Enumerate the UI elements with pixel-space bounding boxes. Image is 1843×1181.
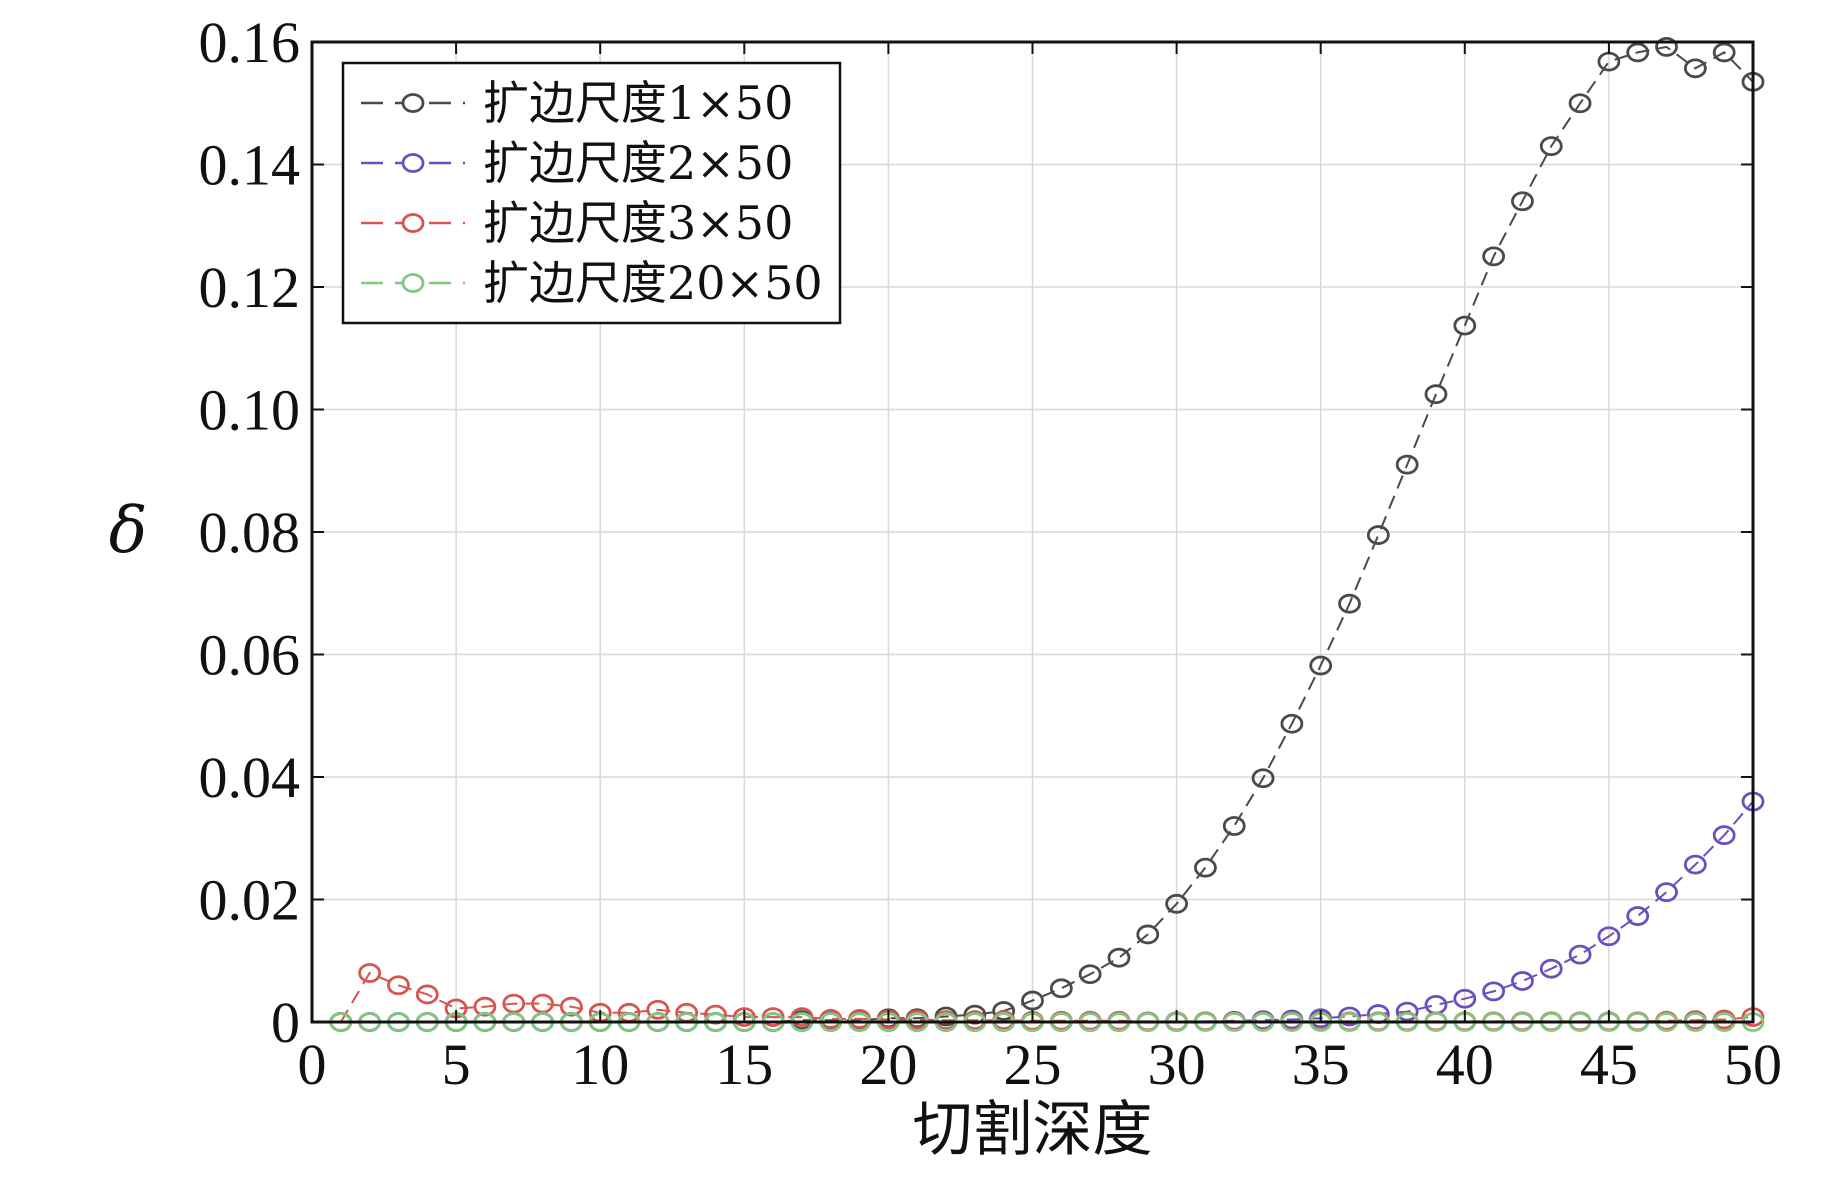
data-point: [1453, 315, 1477, 336]
data-point: [1539, 136, 1563, 157]
data-point: [1222, 816, 1246, 836]
legend-marker: [401, 153, 425, 173]
y-tick-label: 0.12: [199, 255, 301, 320]
data-point: [1395, 1001, 1419, 1022]
y-tick-label: 0: [271, 990, 300, 1055]
data-point: [1683, 854, 1707, 875]
data-point: [1539, 958, 1563, 979]
data-point: [1366, 525, 1390, 545]
legend-marker: [401, 273, 425, 293]
data-point: [1482, 981, 1506, 1002]
x-tick-label: 20: [859, 1032, 917, 1097]
data-point: [790, 1007, 814, 1027]
data-point: [1424, 384, 1448, 405]
x-axis-title: 切割深度: [913, 1095, 1153, 1165]
grid-layer: [312, 42, 1753, 1022]
data-point: [1568, 944, 1592, 965]
legend-label: 扩边尺度20×50: [483, 256, 823, 310]
x-tick-label: 25: [1004, 1032, 1062, 1097]
data-point: [1021, 990, 1044, 1011]
data-point: [1424, 994, 1448, 1015]
legend: 扩边尺度1×50 扩边尺度2×50 扩边尺度3×50 扩边尺度20×50: [341, 61, 842, 325]
data-point: [415, 984, 439, 1005]
x-tick-label: 5: [442, 1032, 471, 1097]
data-point: [1655, 882, 1678, 903]
data-point: [1338, 1006, 1361, 1027]
x-tick-label: 10: [571, 1032, 629, 1097]
data-point: [1165, 893, 1188, 914]
data-point: [1683, 58, 1707, 79]
x-tick-label: 45: [1580, 1032, 1638, 1097]
legend-entry-2: 扩边尺度2×50: [361, 136, 793, 190]
data-point: [1453, 988, 1477, 1009]
data-point: [1194, 857, 1217, 878]
data-point: [358, 963, 382, 983]
y-tick-label: 0.10: [199, 378, 301, 443]
series-line: [339, 971, 1754, 1023]
x-tick-label: 50: [1724, 1032, 1782, 1097]
data-point: [1078, 964, 1102, 985]
data-point: [761, 1007, 785, 1027]
data-point: [387, 975, 410, 996]
y-tick-label: 0.14: [199, 133, 301, 198]
legend-entry-3: 扩边尺度3×50: [361, 196, 793, 250]
data-point: [1251, 768, 1275, 789]
x-tick-label: 35: [1292, 1032, 1350, 1097]
x-tick-label: 40: [1436, 1032, 1494, 1097]
legend-marker: [401, 213, 425, 233]
x-tick-label: 30: [1148, 1032, 1206, 1097]
data-point: [1626, 906, 1650, 926]
series-line: [340, 800, 1754, 1023]
y-tick-label: 0.16: [199, 10, 301, 75]
data-point: [1395, 454, 1419, 475]
data-point: [1712, 825, 1736, 846]
x-tick-label: 15: [715, 1032, 773, 1097]
data-point: [1136, 924, 1160, 945]
legend-entry-1: 扩边尺度1×50: [361, 76, 793, 130]
x-tick-label: 0: [298, 1032, 327, 1097]
data-point: [1482, 246, 1506, 267]
y-axis-title: δ: [109, 494, 148, 568]
legend-box: [341, 61, 842, 325]
data-point: [1107, 947, 1131, 968]
y-tick-label: 0.06: [199, 623, 301, 688]
y-tick-label: 0.02: [199, 868, 301, 933]
data-point: [1511, 191, 1534, 212]
legend-entries: 扩边尺度1×50 扩边尺度2×50 扩边尺度3×50 扩边尺度20×50: [361, 76, 823, 310]
data-point: [1338, 593, 1361, 614]
data-point: [1568, 93, 1592, 114]
legend-label: 扩边尺度2×50: [483, 136, 793, 190]
data-point: [1511, 971, 1534, 991]
y-tick-label: 0.04: [199, 745, 301, 810]
legend-label: 扩边尺度3×50: [483, 196, 793, 250]
data-point: [1597, 926, 1621, 947]
data-point: [1280, 713, 1304, 734]
data-point: [646, 999, 670, 1020]
data-point: [473, 996, 497, 1017]
data-point: [1309, 655, 1333, 676]
tick-layer: 0 5 10 15 20 25 30 35 40 45 50 0 0.02 0.04 0.06 0.08 0.1…: [199, 10, 1783, 1097]
data-point: [1655, 37, 1678, 57]
data-point: [732, 1007, 756, 1027]
legend-entry-4: 扩边尺度20×50: [361, 256, 823, 310]
data-point: [1626, 42, 1650, 63]
data-point: [559, 996, 583, 1017]
y-tick-label: 0.08: [199, 500, 301, 565]
series-line: [340, 45, 1754, 1023]
data-point: [1049, 978, 1073, 999]
legend-label: 扩边尺度1×50: [483, 76, 793, 130]
data-point: [1712, 42, 1736, 63]
data-point: [992, 1001, 1016, 1021]
legend-marker: [401, 93, 425, 113]
